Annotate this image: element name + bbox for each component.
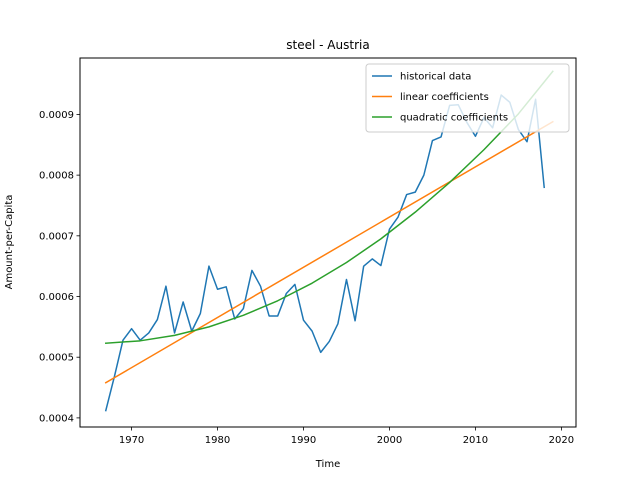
chart-title: steel - Austria bbox=[286, 38, 369, 52]
x-tick-label: 1970 bbox=[119, 435, 144, 446]
x-tick-label: 2010 bbox=[463, 435, 488, 446]
x-tick-label: 2000 bbox=[377, 435, 402, 446]
x-tick-label: 1990 bbox=[291, 435, 316, 446]
y-axis-label: Amount-per-Capita bbox=[4, 195, 15, 290]
x-tick-label: 2020 bbox=[549, 435, 574, 446]
x-axis-label: Time bbox=[315, 459, 340, 470]
y-axis-ticks: 0.0004 0.0005 0.0006 0.0007 0.0008 0.0009 bbox=[39, 110, 80, 424]
legend-label: linear coefficients bbox=[400, 92, 489, 103]
y-tick-label: 0.0008 bbox=[39, 171, 74, 182]
legend: historical data linear coefficients quadra… bbox=[365, 63, 570, 133]
plot-frame bbox=[79, 57, 577, 428]
y-tick-label: 0.0005 bbox=[39, 353, 74, 364]
series-line-quadratic-coefficients bbox=[104, 70, 554, 345]
y-tick-label: 0.0007 bbox=[39, 231, 74, 242]
legend-label: historical data bbox=[400, 72, 471, 83]
y-tick-label: 0.0009 bbox=[39, 110, 74, 121]
x-tick-label: 1980 bbox=[205, 435, 230, 446]
y-tick-label: 0.0006 bbox=[39, 292, 74, 303]
legend-box bbox=[365, 63, 570, 133]
series-line-linear-coefficients bbox=[104, 120, 554, 384]
y-tick-label: 0.0004 bbox=[39, 413, 74, 424]
x-axis-ticks: 1970 1980 1990 2000 2010 2020 bbox=[119, 427, 574, 446]
legend-label: quadratic coefficients bbox=[400, 113, 508, 124]
